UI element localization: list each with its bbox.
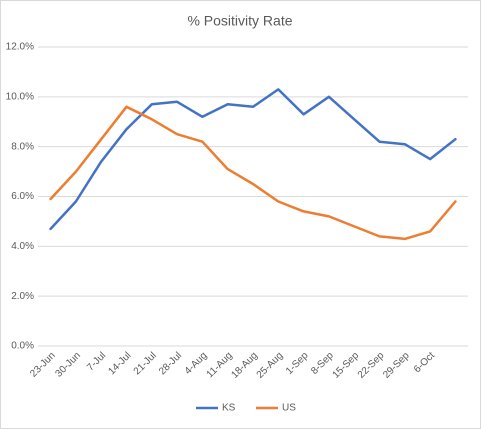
y-tick-label: 10.0% [6,91,34,102]
line-series [49,88,457,231]
y-tick-label: 12.0% [6,42,34,53]
legend-label: US [282,403,296,414]
y-tick-label: 6.0% [11,191,34,202]
y-tick-label: 0.0% [11,341,34,352]
chart-title: % Positivity Rate [187,13,292,29]
line-series [49,105,457,241]
y-tick-label: 8.0% [11,141,34,152]
legend-label: KS [222,403,236,414]
y-tick-label: 4.0% [11,241,34,252]
y-tick-label: 2.0% [11,291,34,302]
